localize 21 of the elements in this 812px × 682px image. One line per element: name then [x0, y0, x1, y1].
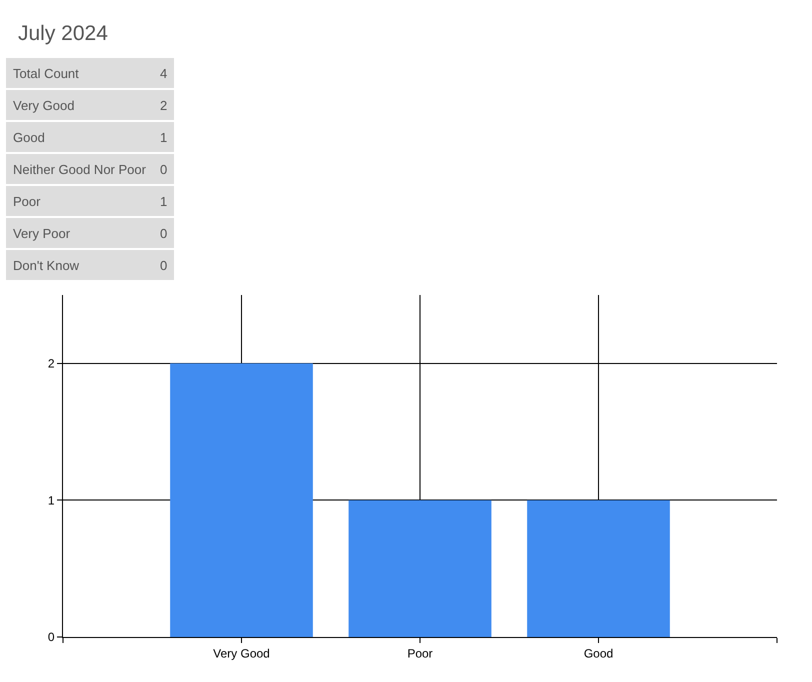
text: Total Count [13, 66, 80, 81]
text: 4 [160, 66, 168, 81]
y-tick-label: 0 [48, 630, 55, 644]
x-tick-label: Good [584, 646, 614, 660]
x-tick-label: Poor [407, 646, 433, 660]
text: Poor [13, 194, 42, 209]
y-tick-label: 2 [48, 356, 55, 371]
text: 2 [160, 98, 168, 113]
text: Very Poor [13, 226, 71, 241]
text: 0 [160, 162, 168, 177]
x-tick-label: Very Good [213, 646, 270, 660]
text: Don't Know [13, 258, 80, 273]
y-tick-label: 1 [48, 493, 55, 508]
text: 0 [160, 226, 168, 241]
text: 1 [160, 194, 168, 209]
chart-title: July 2024 [18, 22, 108, 45]
text: 1 [160, 130, 168, 145]
text: Very Good [13, 98, 74, 113]
text: 0 [160, 258, 168, 273]
text: Neither Good Nor Poor [13, 162, 147, 177]
text: Good [13, 130, 45, 145]
